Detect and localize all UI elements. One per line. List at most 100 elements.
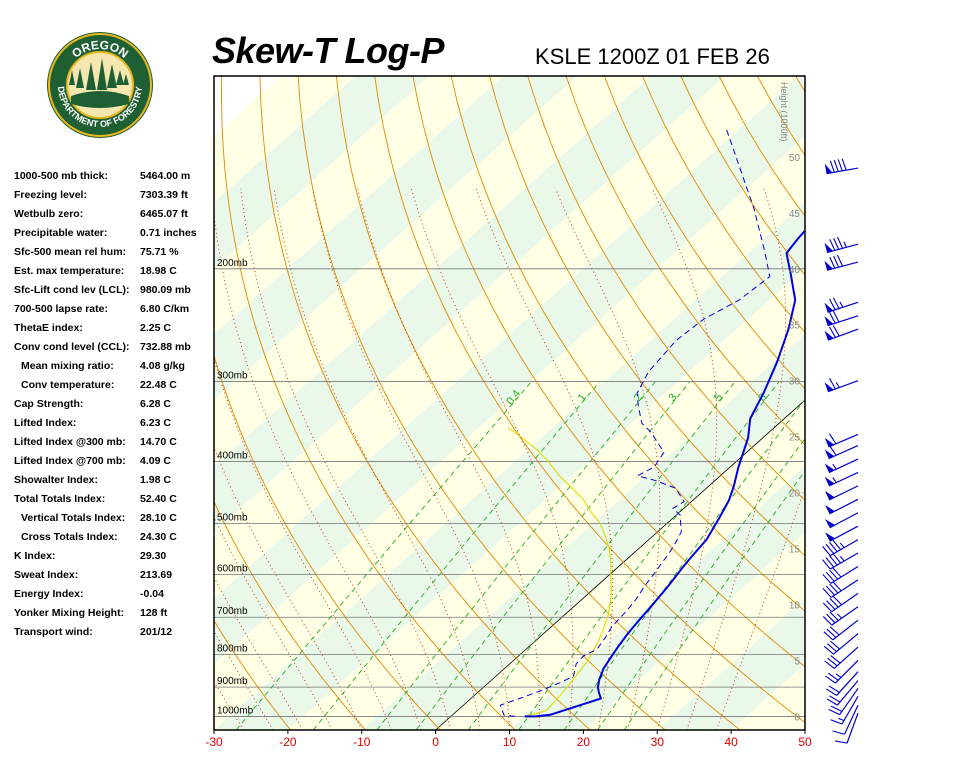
index-label: Freezing level:: [14, 189, 87, 201]
dry-adiabat-line: [374, 76, 805, 724]
isobar-label: 300mb: [217, 371, 248, 382]
index-label: Lifted Index @300 mb:: [14, 436, 126, 448]
wind-barb: [824, 254, 859, 271]
dry-adiabat-line: [795, 76, 805, 93]
dry-adiabat-line: [565, 76, 805, 446]
wind-barb: [824, 485, 859, 501]
height-tick-label: 15: [789, 545, 801, 556]
index-value: 980.09 mb: [140, 284, 191, 296]
wind-barb: [822, 606, 859, 626]
index-value: 1.98 C: [140, 474, 171, 486]
index-label: Total Totals Index:: [14, 493, 106, 505]
x-tick-label: -30: [205, 735, 223, 749]
height-tick-label: 25: [789, 433, 801, 444]
index-value: 4.08 g/kg: [140, 360, 185, 372]
index-value: 6465.07 ft: [140, 208, 188, 220]
index-value: 14.70 C: [140, 436, 177, 448]
wind-barb: [824, 498, 859, 515]
temperature-band: [805, 76, 960, 730]
isobar-label: 900mb: [217, 676, 248, 687]
index-value: 2.25 C: [140, 322, 171, 334]
mixing-ratio-line: [376, 381, 656, 730]
index-value: 6.80 C/km: [140, 303, 190, 315]
index-value: -0.04: [140, 588, 164, 600]
indices-panel: 1000-500 mb thick: 5464.00 m Freezing leve…: [14, 168, 214, 643]
index-value: 4.09 C: [140, 455, 171, 467]
index-value: 52.40 C: [140, 493, 177, 505]
height-tick-label: 20: [789, 489, 801, 500]
parcel-trace-line: [507, 427, 612, 717]
wind-barb: [824, 471, 859, 487]
index-label: Yonker Mixing Height:: [14, 607, 125, 619]
x-tick-label: -20: [279, 735, 297, 749]
index-value: 28.10 C: [140, 512, 177, 524]
mixing-ratio-line: [467, 381, 736, 730]
index-value: 6.28 C: [140, 398, 171, 410]
isotherm-line: [435, 399, 805, 730]
wind-barb: [824, 237, 859, 254]
wind-barb: [826, 671, 859, 696]
temperature-band: [214, 136, 805, 730]
dewpoint-line: [499, 127, 771, 717]
page-title: Skew-T Log-P: [212, 30, 445, 71]
wind-barb: [824, 310, 859, 327]
x-tick-label: 50: [798, 735, 812, 749]
tree-icon: [69, 58, 129, 90]
temperature-band: [214, 76, 725, 533]
wind-barb: [824, 444, 859, 460]
index-row: Total Totals Index: 52.40 C: [14, 491, 214, 510]
index-row: Yonker Mixing Height: 128 ft: [14, 605, 214, 624]
index-row: Transport wind: 201/12: [14, 624, 214, 643]
index-row: Sfc-Lift cond lev (LCL): 980.09 mb: [14, 282, 214, 301]
isobar-label: 600mb: [217, 563, 248, 574]
index-row: Cross Totals Index: 24.30 C: [14, 529, 214, 548]
index-label: Sfc-500 mean rel hum:: [14, 246, 127, 258]
x-tick-label: 30: [651, 735, 665, 749]
index-label: Energy Index:: [14, 588, 84, 600]
dry-adiabat-line: [872, 76, 960, 730]
dry-adiabat-line: [214, 500, 366, 730]
height-tick-label: 0: [794, 712, 800, 723]
index-value: 75.71 %: [140, 246, 179, 258]
index-value: 0.71 inches: [140, 227, 197, 239]
dry-adiabat-line: [603, 76, 805, 390]
height-tick-label: 35: [789, 321, 801, 332]
wind-barb: [825, 660, 859, 684]
index-row: Sfc-500 mean rel hum: 75.71 %: [14, 244, 214, 263]
wind-barb: [822, 565, 859, 584]
index-row: Showalter Index: 1.98 C: [14, 472, 214, 491]
temperature-band: [583, 532, 805, 730]
index-row: Vertical Totals Index: 28.10 C: [14, 510, 214, 529]
index-label: Lifted Index @700 mb:: [14, 455, 126, 467]
wind-barb: [824, 646, 859, 669]
isobar-label: 1000mb: [217, 705, 254, 716]
wind-barb: [823, 633, 859, 655]
index-row: 1000-500 mb thick: 5464.00 m: [14, 168, 214, 187]
index-value: 29.30: [140, 550, 167, 562]
index-row: Lifted Index @300 mb: 14.70 C: [14, 434, 214, 453]
dry-adiabat-line: [259, 76, 591, 730]
wind-barb: [825, 512, 859, 529]
index-row: Precipitable water: 0.71 inches: [14, 225, 214, 244]
temperature-band: [731, 664, 805, 730]
mixing-ratio-line: [235, 381, 532, 730]
dry-adiabat-line: [214, 354, 441, 730]
wind-barb: [823, 619, 859, 641]
plot-area: 0.4 1 2 3 5 8: [214, 76, 960, 730]
x-tick-label: 40: [724, 735, 738, 749]
mixing-ratio-line: [313, 381, 601, 730]
wind-barb: [832, 704, 859, 735]
isobar-label: 400mb: [217, 451, 248, 462]
index-row: Wetbulb zero: 6465.07 ft: [14, 206, 214, 225]
wind-barb: [826, 680, 859, 706]
isobar-label: 500mb: [217, 513, 248, 524]
index-label: Cross Totals Index:: [21, 531, 118, 543]
index-row: ThetaE index: 2.25 C: [14, 320, 214, 339]
wind-barb: [825, 525, 859, 542]
x-tick-label: 10: [503, 735, 517, 749]
index-label: Vertical Totals Index:: [21, 512, 126, 524]
x-tick-label: 20: [577, 735, 591, 749]
height-tick-label: 10: [789, 601, 801, 612]
dry-adiabat-line: [489, 76, 805, 557]
wind-barb: [824, 433, 859, 448]
